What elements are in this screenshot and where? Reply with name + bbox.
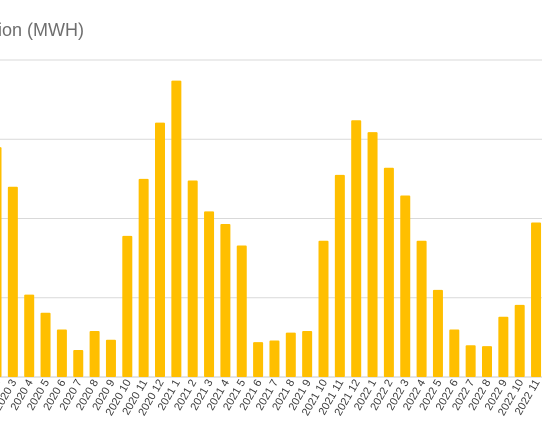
bar xyxy=(40,312,51,377)
bar xyxy=(138,178,149,377)
bar xyxy=(318,240,329,377)
bar xyxy=(73,350,84,377)
bar xyxy=(482,346,492,377)
bar xyxy=(204,211,215,377)
bar xyxy=(302,331,313,377)
bar xyxy=(56,329,67,377)
bar xyxy=(105,339,116,377)
bar xyxy=(7,186,18,377)
bar xyxy=(89,331,100,377)
bar xyxy=(155,122,165,377)
bar xyxy=(285,332,296,377)
bar xyxy=(0,147,2,377)
bar xyxy=(531,222,542,377)
bar xyxy=(236,245,247,377)
bar xyxy=(416,240,427,377)
bar xyxy=(449,329,460,377)
bar xyxy=(383,167,394,377)
bar xyxy=(171,80,182,377)
bar xyxy=(465,345,476,377)
bar xyxy=(122,235,133,377)
bar xyxy=(269,340,280,377)
bars xyxy=(0,80,542,377)
bar xyxy=(220,224,231,377)
bar xyxy=(351,120,362,377)
bar xyxy=(498,316,509,377)
grid-lines xyxy=(0,59,542,378)
bar xyxy=(432,289,443,377)
bar xyxy=(24,294,35,377)
bar xyxy=(514,304,525,377)
bar xyxy=(367,132,378,377)
chart-title: ion (MWH) xyxy=(0,20,84,40)
bar xyxy=(400,195,411,377)
bar xyxy=(187,180,198,377)
bar xyxy=(253,342,264,377)
bar xyxy=(334,174,345,377)
